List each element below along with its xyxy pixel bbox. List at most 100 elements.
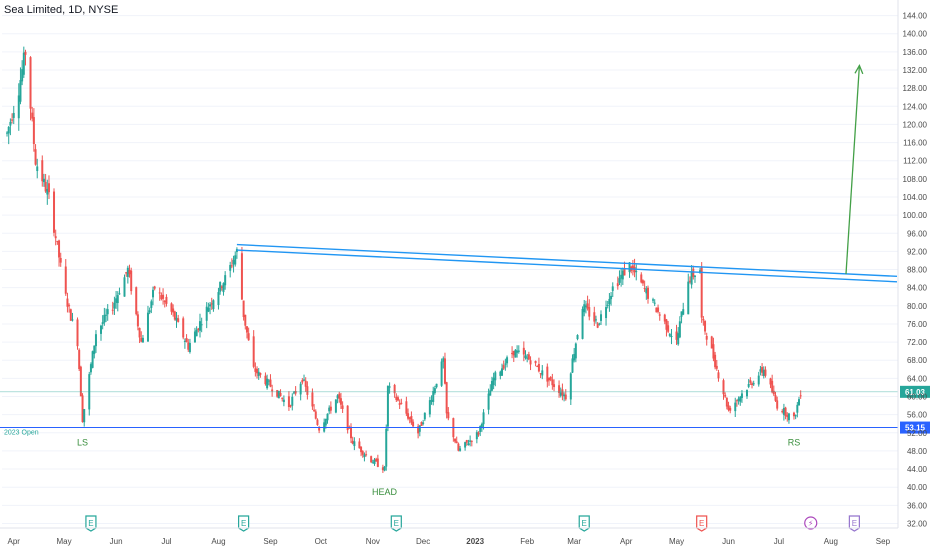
candle-body xyxy=(549,377,552,380)
candle-body xyxy=(282,399,285,403)
candle-body xyxy=(267,380,270,382)
candle-body xyxy=(240,253,243,300)
candle-body xyxy=(361,451,364,455)
candle-body xyxy=(118,293,121,295)
candle-body xyxy=(393,384,396,394)
candle-body xyxy=(678,321,681,338)
candle-body xyxy=(690,271,693,285)
time-tick-label: Aug xyxy=(211,537,225,546)
candle-body xyxy=(494,372,497,381)
candle-body xyxy=(792,412,795,417)
candle-body xyxy=(469,440,472,442)
candle-body xyxy=(745,390,748,397)
target-arrow-head xyxy=(854,63,864,75)
candle-body xyxy=(29,57,32,109)
candle-body xyxy=(146,312,149,342)
earnings-markers: E E E E E ⚡ E xyxy=(85,515,860,532)
candle-body xyxy=(524,355,527,359)
earnings-marker xyxy=(578,515,590,532)
candle-body xyxy=(136,314,139,327)
candle-body xyxy=(400,402,403,404)
candle-body xyxy=(47,183,50,193)
candle-body xyxy=(363,454,366,458)
candle-body xyxy=(417,426,420,434)
candle-body xyxy=(477,432,480,435)
candle-body xyxy=(360,446,363,453)
candle-body xyxy=(459,448,462,451)
candle-body xyxy=(175,317,178,321)
time-tick-label: Jul xyxy=(161,537,171,546)
candle-body xyxy=(313,409,316,412)
candle-body xyxy=(747,384,750,387)
symbol-title: Sea Limited, 1D, NYSE xyxy=(4,4,119,16)
price-tick-label: 44.00 xyxy=(907,465,928,474)
candle-body xyxy=(358,441,361,449)
candle-body xyxy=(563,394,566,397)
dividend-lightning-marker xyxy=(804,516,818,530)
candle-body xyxy=(447,412,450,419)
candle-body xyxy=(663,314,666,322)
candle-body xyxy=(464,442,467,448)
price-tick-label: 40.00 xyxy=(907,483,928,492)
candle-body xyxy=(623,268,626,276)
price-tick-label: 104.00 xyxy=(903,193,928,202)
candle-body xyxy=(338,393,341,399)
candle-body xyxy=(341,405,344,409)
grid xyxy=(2,15,898,524)
candle-body xyxy=(177,318,180,322)
candle-body xyxy=(739,396,742,402)
candle-body xyxy=(771,380,774,393)
candle-body xyxy=(381,467,384,471)
candle-body xyxy=(435,383,438,388)
price-tick-label: 68.00 xyxy=(907,356,928,365)
candle-body xyxy=(786,415,789,418)
candle-body xyxy=(725,397,728,407)
candle-body xyxy=(611,286,614,291)
candle-body xyxy=(600,314,603,321)
candle-body xyxy=(339,398,342,405)
candle-body xyxy=(79,366,82,397)
candle-body xyxy=(576,335,579,340)
candle-body xyxy=(101,322,104,325)
candle-body xyxy=(395,396,398,400)
candle-body xyxy=(105,314,108,316)
candle-body xyxy=(588,307,591,317)
candle-body xyxy=(162,294,165,299)
candle-body xyxy=(234,255,237,265)
price-tick-label: 108.00 xyxy=(903,175,928,184)
candle-body xyxy=(492,377,495,386)
candle-body xyxy=(336,395,339,399)
earnings-marker-label: E xyxy=(241,519,246,528)
candle-body xyxy=(46,188,49,195)
candle-body xyxy=(536,366,539,368)
candle-body xyxy=(365,454,368,456)
candle-body xyxy=(135,287,138,315)
candle-body xyxy=(430,399,433,402)
candle-body xyxy=(150,301,153,308)
candle-body xyxy=(115,298,118,303)
time-tick-label: Apr xyxy=(620,537,633,546)
candle-body xyxy=(420,422,423,426)
candle-body xyxy=(517,350,520,352)
candle-body xyxy=(229,265,232,271)
candle-body xyxy=(418,425,421,432)
candle-body xyxy=(412,421,415,427)
candle-body xyxy=(665,319,668,330)
open-2023-price-label: 53.15 xyxy=(905,424,926,433)
candle-body xyxy=(388,386,391,388)
candle-body xyxy=(22,52,25,75)
candle-body xyxy=(306,386,309,395)
candle-body xyxy=(646,287,649,299)
candle-body xyxy=(677,333,680,345)
candle-body xyxy=(94,334,97,347)
candle-body xyxy=(502,365,505,369)
candle-body xyxy=(224,275,227,286)
candle-body xyxy=(123,277,126,297)
candle-body xyxy=(34,149,37,165)
candle-body xyxy=(6,132,9,134)
candle-body xyxy=(784,407,787,416)
candle-body xyxy=(195,329,198,337)
candle-body xyxy=(410,415,413,423)
candle-body xyxy=(445,382,448,414)
